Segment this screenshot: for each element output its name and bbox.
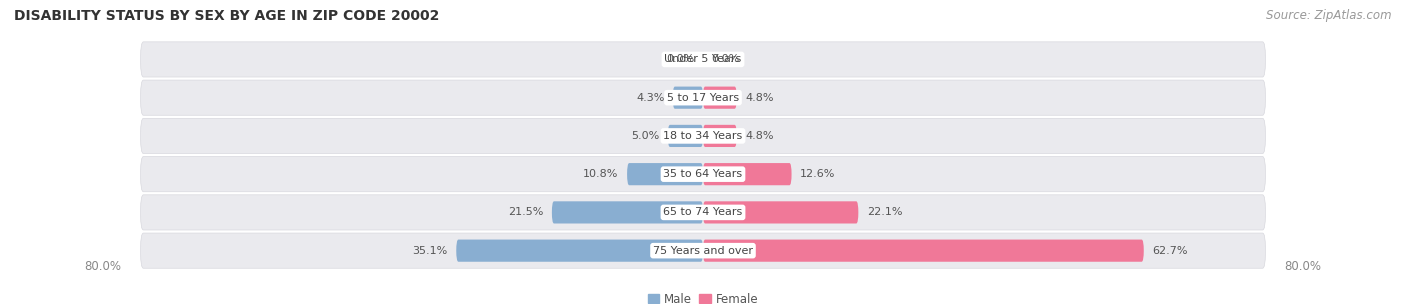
FancyBboxPatch shape [141, 157, 1265, 192]
Text: 80.0%: 80.0% [1285, 260, 1322, 273]
Text: 35.1%: 35.1% [412, 246, 447, 256]
Text: DISABILITY STATUS BY SEX BY AGE IN ZIP CODE 20002: DISABILITY STATUS BY SEX BY AGE IN ZIP C… [14, 9, 440, 23]
FancyBboxPatch shape [668, 125, 703, 147]
Legend: Male, Female: Male, Female [643, 288, 763, 304]
FancyBboxPatch shape [672, 87, 703, 109]
FancyBboxPatch shape [141, 233, 1265, 268]
FancyBboxPatch shape [703, 163, 792, 185]
FancyBboxPatch shape [141, 118, 1265, 154]
Text: 0.0%: 0.0% [666, 54, 695, 64]
FancyBboxPatch shape [456, 240, 703, 262]
Text: 21.5%: 21.5% [508, 207, 543, 217]
FancyBboxPatch shape [703, 87, 737, 109]
FancyBboxPatch shape [141, 42, 1265, 77]
Text: 0.0%: 0.0% [711, 54, 740, 64]
Text: 4.8%: 4.8% [745, 93, 773, 103]
Text: 18 to 34 Years: 18 to 34 Years [664, 131, 742, 141]
FancyBboxPatch shape [141, 195, 1265, 230]
Text: 4.3%: 4.3% [636, 93, 665, 103]
Text: 75 Years and over: 75 Years and over [652, 246, 754, 256]
Text: 5 to 17 Years: 5 to 17 Years [666, 93, 740, 103]
Text: Under 5 Years: Under 5 Years [665, 54, 741, 64]
Text: 4.8%: 4.8% [745, 131, 773, 141]
FancyBboxPatch shape [141, 80, 1265, 115]
Text: 5.0%: 5.0% [631, 131, 659, 141]
Text: 10.8%: 10.8% [583, 169, 619, 179]
FancyBboxPatch shape [703, 201, 858, 223]
Text: 65 to 74 Years: 65 to 74 Years [664, 207, 742, 217]
FancyBboxPatch shape [703, 125, 737, 147]
FancyBboxPatch shape [551, 201, 703, 223]
FancyBboxPatch shape [703, 240, 1144, 262]
Text: 12.6%: 12.6% [800, 169, 835, 179]
Text: 22.1%: 22.1% [866, 207, 903, 217]
Text: Source: ZipAtlas.com: Source: ZipAtlas.com [1267, 9, 1392, 22]
FancyBboxPatch shape [627, 163, 703, 185]
Text: 80.0%: 80.0% [84, 260, 121, 273]
Text: 35 to 64 Years: 35 to 64 Years [664, 169, 742, 179]
Text: 62.7%: 62.7% [1153, 246, 1188, 256]
